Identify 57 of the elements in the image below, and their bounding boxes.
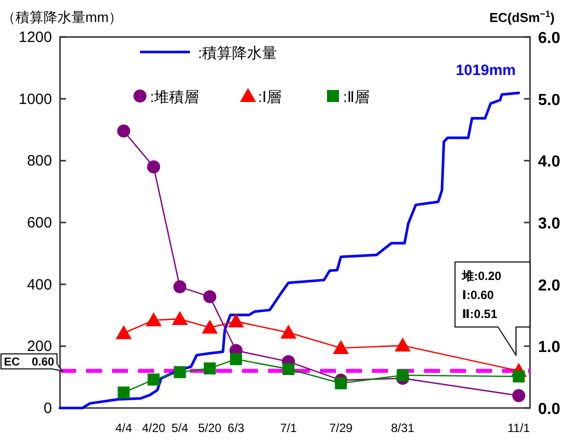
- y2-tick-label: 2.0: [538, 277, 560, 294]
- x-tick-label: 6/3: [228, 421, 245, 435]
- y-tick-label: 1200: [18, 29, 52, 46]
- x-tick-label: 4/4: [115, 421, 132, 435]
- point: [202, 320, 218, 334]
- y-axis-title: （積算降水量mm）: [1, 9, 123, 25]
- point: [174, 366, 186, 378]
- point: [118, 386, 130, 399]
- annotation: Ⅱ:0.51: [462, 307, 498, 321]
- y-tick-label: 800: [26, 152, 52, 170]
- y2-tick-label: 1.0: [538, 339, 560, 356]
- x-tick-label: 11/1: [508, 421, 530, 435]
- x-tick-label: 7/1: [280, 421, 298, 435]
- annotation: 堆:0.20: [461, 269, 502, 283]
- x-tick-label: 8/31: [390, 421, 415, 435]
- y-tick-label: 200: [26, 338, 52, 356]
- line-series: [58, 92, 520, 410]
- y-tick-label: 600: [26, 214, 52, 232]
- x-tick-label: 5/4: [171, 421, 189, 435]
- y2-tick-label: 3.0: [538, 216, 560, 232]
- annotation: Ⅰ:0.60: [462, 288, 494, 302]
- point: [173, 280, 186, 294]
- point: [396, 369, 409, 382]
- point: [203, 290, 216, 304]
- legend-label: :堆積層: [150, 89, 200, 106]
- point: [172, 310, 188, 325]
- x-tick-label: 5/20: [198, 421, 222, 435]
- point: [204, 362, 216, 374]
- point: [512, 370, 525, 382]
- point: [282, 363, 294, 376]
- annotation: 1019mm: [456, 62, 516, 79]
- point: [230, 353, 242, 366]
- legend-label: :Ⅰ層: [258, 89, 282, 106]
- point: [228, 313, 244, 328]
- y2-tick-label: 6.0: [538, 30, 560, 47]
- point: [334, 377, 347, 390]
- y2-tick-label: 0.0: [538, 401, 560, 418]
- legend-label: :Ⅱ層: [343, 89, 370, 106]
- y-tick-label: 400: [26, 276, 52, 294]
- point: [394, 338, 411, 352]
- x-tick-label: 4/20: [142, 421, 166, 435]
- point: [117, 124, 130, 138]
- point: [280, 324, 296, 339]
- y2-axis-title: EC(dSm$^{−1}$): [489, 9, 555, 25]
- point: [116, 325, 132, 340]
- y-tick-label: 0: [44, 400, 52, 417]
- y-tick-label: 1000: [18, 90, 52, 108]
- point: [146, 312, 162, 326]
- point: [332, 340, 349, 354]
- legend-label: :積算降水量: [198, 45, 278, 62]
- y2-tick-label: 5.0: [538, 92, 560, 109]
- x-tick-label: 7/29: [329, 421, 353, 435]
- y2-tick-label: 4.0: [538, 154, 560, 171]
- point: [148, 374, 160, 386]
- point: [147, 160, 160, 174]
- point: [512, 389, 526, 402]
- ref-line-label: EC 0.60: [4, 356, 54, 368]
